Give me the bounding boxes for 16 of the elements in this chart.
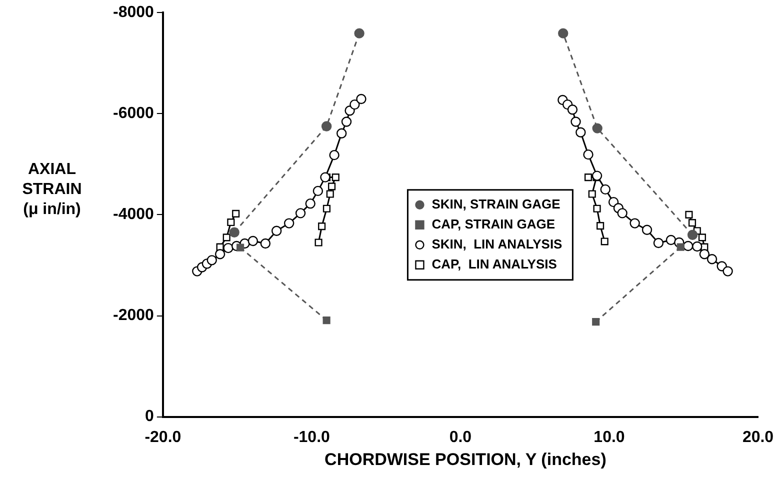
x-axis-title: CHORDWISE POSITION, Y (inches) <box>324 450 606 469</box>
x-tick-label: 10.0 <box>594 428 625 446</box>
y-tick-label: -2000 <box>113 307 154 324</box>
legend-label: SKIN, LIN ANALYSIS <box>432 236 563 252</box>
legend-label: CAP, LIN ANALYSIS <box>432 256 558 272</box>
y-tick-label: -8000 <box>113 4 154 22</box>
x-tick-label: -20.0 <box>144 428 182 446</box>
y-axis-title: AXIAL STRAIN (μ in/in) <box>22 161 82 218</box>
y-tick-label: -4000 <box>113 206 154 224</box>
legend-label: SKIN, STRAIN GAGE <box>432 196 561 212</box>
x-tick-label: -10.0 <box>293 428 330 446</box>
legend-label: CAP, STRAIN GAGE <box>432 216 556 232</box>
y-tick-label: -6000 <box>113 105 154 122</box>
x-tick-label: 20.0 <box>742 428 774 446</box>
y-tick-label: 0 <box>145 408 154 426</box>
x-tick-label: 0.0 <box>449 428 472 446</box>
